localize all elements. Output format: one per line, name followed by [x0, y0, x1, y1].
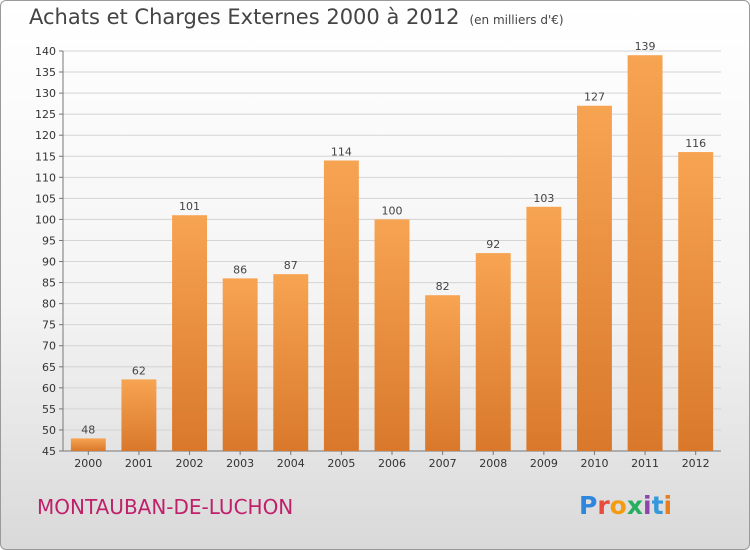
- y-tick-label: 55: [42, 403, 56, 416]
- logo-letter: i: [643, 491, 652, 520]
- x-tick-label-2008: 2008: [479, 457, 507, 470]
- y-tick-label: 105: [35, 192, 56, 205]
- y-tick-label: 100: [35, 213, 56, 226]
- chart-title: Achats et Charges Externes 2000 à 2012 (e…: [29, 5, 564, 29]
- chart-title-text: Achats et Charges Externes 2000 à 2012: [29, 5, 460, 29]
- bar-2000: [70, 438, 106, 451]
- y-tick-label: 45: [42, 445, 56, 458]
- bar-2011: [627, 55, 663, 452]
- data-label-2010: 127: [584, 91, 605, 104]
- y-tick-label: 90: [42, 256, 56, 269]
- data-label-2008: 92: [486, 238, 500, 251]
- data-label-2004: 87: [284, 259, 298, 272]
- logo-letter: x: [626, 491, 643, 520]
- y-tick-label: 65: [42, 361, 56, 374]
- bar-2002: [172, 215, 208, 451]
- bar-2010: [576, 105, 612, 451]
- data-label-2005: 114: [331, 145, 352, 158]
- data-label-2001: 62: [132, 364, 146, 377]
- bar-2012: [678, 152, 714, 452]
- x-tick-label-2003: 2003: [226, 457, 254, 470]
- y-tick-label: 120: [35, 129, 56, 142]
- y-tick-label: 115: [35, 150, 56, 163]
- x-tick-label-2001: 2001: [125, 457, 153, 470]
- data-label-2012: 116: [685, 137, 706, 150]
- x-tick-label-2012: 2012: [682, 457, 710, 470]
- bar-2006: [374, 219, 410, 451]
- y-tick-label: 60: [42, 382, 56, 395]
- bar-2007: [425, 295, 461, 451]
- label-layer: 48 62 101 86 87 114 100 82 92 103 127 139 116: [81, 40, 706, 436]
- bar-2009: [526, 206, 562, 451]
- bar-2004: [273, 274, 309, 451]
- y-tick-label: 80: [42, 298, 56, 311]
- data-label-2003: 86: [233, 263, 247, 276]
- x-tick-label-2006: 2006: [378, 457, 406, 470]
- data-label-2002: 101: [179, 200, 200, 213]
- y-tick-label: 70: [42, 340, 56, 353]
- bar-2005: [323, 160, 359, 451]
- x-tick-label-2011: 2011: [631, 457, 659, 470]
- data-label-2011: 139: [635, 40, 656, 53]
- x-tick-label-2010: 2010: [580, 457, 608, 470]
- logo-letter: i: [663, 491, 673, 520]
- commune-name: MONTAUBAN-DE-LUCHON: [37, 495, 294, 519]
- y-tick-label: 50: [42, 424, 56, 437]
- data-label-2006: 100: [382, 204, 403, 217]
- logo-letter: r: [597, 491, 610, 520]
- x-tick-label-2000: 2000: [74, 457, 102, 470]
- y-tick-label: 140: [35, 45, 56, 58]
- x-tick-label-2009: 2009: [530, 457, 558, 470]
- y-tick-label: 85: [42, 277, 56, 290]
- x-tick-label-2007: 2007: [429, 457, 457, 470]
- y-tick-label: 125: [35, 108, 56, 121]
- data-label-2007: 82: [436, 280, 450, 293]
- y-tick-label: 110: [35, 171, 56, 184]
- x-tick-label-2005: 2005: [327, 457, 355, 470]
- logo-letter: t: [651, 491, 664, 520]
- bar-2008: [475, 253, 511, 451]
- proxiti-logo[interactable]: Proxiti: [579, 491, 672, 520]
- data-label-2000: 48: [81, 423, 95, 436]
- logo-letter: P: [579, 491, 598, 520]
- y-tick-label: 135: [35, 66, 56, 79]
- x-tick-label-2002: 2002: [176, 457, 204, 470]
- y-tick-label: 75: [42, 319, 56, 332]
- bar-2001: [121, 379, 157, 451]
- data-label-2009: 103: [533, 192, 554, 205]
- bar-layer: [70, 55, 714, 452]
- x-tick-label-2004: 2004: [277, 457, 305, 470]
- y-tick-label: 95: [42, 234, 56, 247]
- chart-unit-text: (en milliers d'€): [469, 13, 564, 27]
- y-tick-label: 130: [35, 87, 56, 100]
- logo-letter: o: [609, 491, 627, 520]
- bar-2003: [222, 278, 258, 451]
